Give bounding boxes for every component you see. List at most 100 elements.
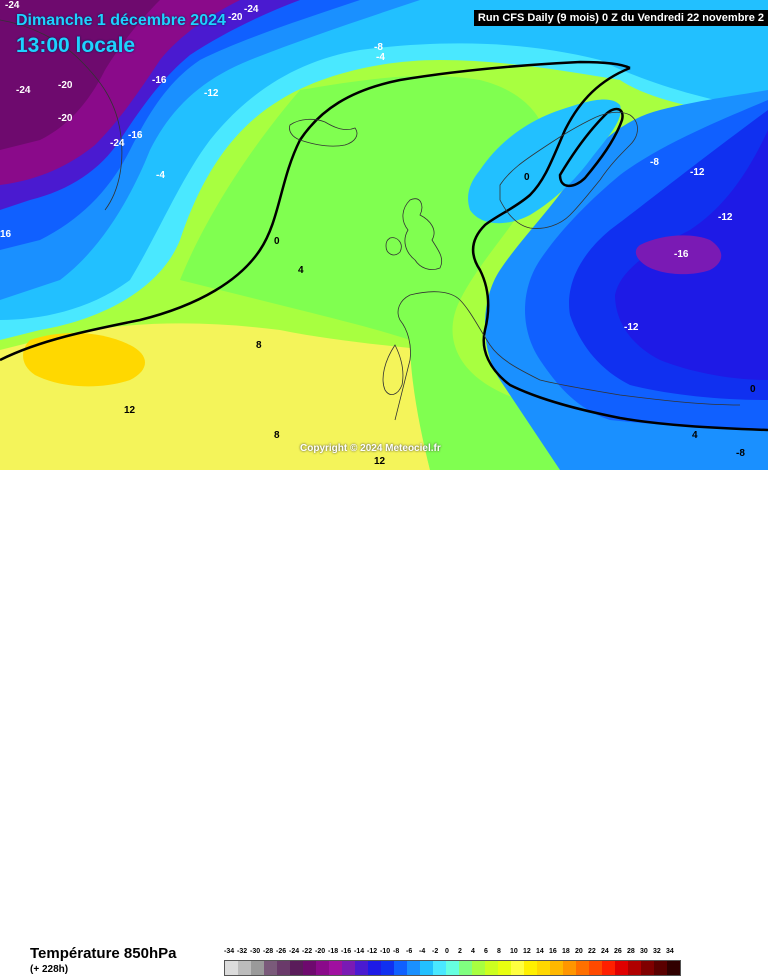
legend-tick-label: 8 [497, 948, 501, 955]
zero-isotherm [0, 60, 631, 362]
legend-swatch [550, 961, 563, 975]
cold-pocket [635, 235, 722, 275]
contour-label: -16 [674, 249, 689, 260]
legend-swatch [667, 961, 680, 975]
contour-label: -4 [156, 170, 165, 181]
zero-isotherm-east [471, 66, 768, 432]
legend-tick-label: -4 [419, 948, 426, 955]
forecast-time: 13:00 locale [16, 34, 136, 57]
contour-label: 0 [274, 236, 280, 247]
legend-tick-label: 4 [471, 948, 475, 955]
legend-tick-label: -8 [393, 948, 400, 955]
legend-tick-label: -12 [367, 948, 378, 955]
legend-tick-label: -24 [289, 948, 300, 955]
legend-tick-label: -2 [432, 948, 439, 955]
legend-tick-label: -30 [250, 948, 261, 955]
coastline-ireland [385, 237, 402, 256]
contour-label: -24 [110, 138, 125, 149]
color-legend: -34 -32 -30 -28 -26 -24 -22 -20 -18 -16 -14 -12 -10-… [224, 948, 681, 976]
forecast-step: (+ 228h) [30, 964, 69, 975]
legend-tick-label: 22 [588, 948, 596, 955]
legend-tick-label: 12 [523, 948, 531, 955]
contour-label: 4 [298, 265, 304, 276]
legend-tick-label: 16 [549, 948, 557, 955]
legend-swatch [355, 961, 368, 975]
legend-tick-label: 20 [575, 948, 583, 955]
legend-tick-label: -34 [224, 948, 235, 955]
legend-swatch [277, 961, 290, 975]
contour-label: 12 [124, 405, 136, 416]
legend-tick-label: -16 [341, 948, 352, 955]
contour-label: 8 [274, 430, 280, 441]
contour-label: -16 [152, 75, 167, 86]
legend-tick-label: -14 [354, 948, 365, 955]
legend-tick-label: 28 [627, 948, 635, 955]
contour-label: -16 [128, 130, 143, 141]
legend-swatch [420, 961, 433, 975]
coastline-scandinavia [499, 111, 638, 229]
footer: Température 850hPa (+ 228h) -34 -32 -30 -28… [0, 470, 768, 976]
coastline-iberia [382, 344, 404, 395]
legend-tick-label: 6 [484, 948, 488, 955]
contour-label: -20 [58, 80, 73, 91]
contour-label: -8 [650, 157, 659, 168]
contour-label: -20 [58, 113, 73, 124]
contour-label: 8 [256, 340, 262, 351]
legend-swatch [472, 961, 485, 975]
legend-tick-label: -26 [276, 948, 287, 955]
legend-swatch [225, 961, 238, 975]
legend-swatch [446, 961, 459, 975]
legend-tick-label: 32 [653, 948, 661, 955]
legend-swatch [654, 961, 667, 975]
contour-label: -8 [736, 448, 745, 459]
legend-swatch [459, 961, 472, 975]
legend-tick-label: -28 [263, 948, 274, 955]
legend-swatch [524, 961, 537, 975]
legend-swatch [628, 961, 641, 975]
legend-swatch [589, 961, 602, 975]
legend-swatch [316, 961, 329, 975]
scandinavia-zone [468, 99, 621, 224]
contour-label: 12 [374, 456, 386, 467]
contour-label: -12 [204, 88, 219, 99]
legend-tick-label: 34 [666, 948, 674, 955]
legend-swatch [290, 961, 303, 975]
contour-label: -24 [244, 4, 259, 15]
legend-swatch [511, 961, 524, 975]
legend-swatch [342, 961, 355, 975]
contour-label: -24 [16, 85, 31, 96]
contour-label: 16 [0, 229, 12, 240]
legend-tick-label: -20 [315, 948, 326, 955]
legend-tick-label: 14 [536, 948, 544, 955]
contour-label: -20 [228, 12, 243, 23]
copyright: Copyright © 2024 Meteociel.fr [300, 443, 441, 454]
coastline-south [394, 291, 741, 421]
legend-tick-label: 2 [458, 948, 462, 955]
contour-label: -8 [374, 42, 383, 53]
legend-tick-label: 0 [445, 948, 449, 955]
legend-swatch [329, 961, 342, 975]
map-canvas [0, 0, 768, 470]
legend-swatch [485, 961, 498, 975]
cool-plume [180, 75, 768, 470]
legend-swatch [602, 961, 615, 975]
coastline-britain [402, 198, 443, 270]
legend-swatch [407, 961, 420, 975]
legend-swatch [394, 961, 407, 975]
legend-swatch [251, 961, 264, 975]
legend-ticks: -34 -32 -30 -28 -26 -24 -22 -20 -18 -16 -14 -12 -10-… [224, 948, 681, 960]
contour-label: 0 [750, 384, 756, 395]
legend-swatch [238, 961, 251, 975]
legend-swatch [498, 961, 511, 975]
contour-label: -12 [718, 212, 733, 223]
contour-label: -12 [624, 322, 639, 333]
legend-swatch [368, 961, 381, 975]
legend-swatch [563, 961, 576, 975]
legend-tick-label: -10 [380, 948, 391, 955]
legend-swatch [433, 961, 446, 975]
variable-title: Température 850hPa [30, 945, 177, 962]
legend-tick-label: 10 [510, 948, 518, 955]
legend-swatch [303, 961, 316, 975]
legend-tick-label: 24 [601, 948, 609, 955]
